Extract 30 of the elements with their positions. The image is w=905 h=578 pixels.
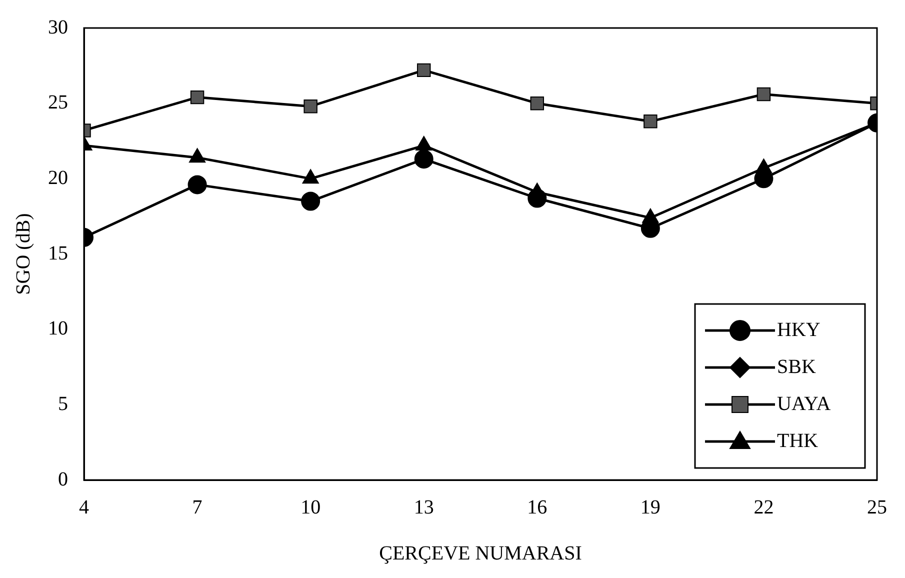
y-axis-title: SGO (dB): [12, 213, 34, 295]
y-tick-label: 15: [48, 242, 68, 264]
x-axis-title: ÇERÇEVE NUMARASI: [379, 542, 582, 564]
legend-label: HKY: [777, 318, 820, 341]
legend-label: UAYA: [777, 392, 832, 415]
x-tick-label: 4: [79, 496, 89, 518]
point: [301, 192, 320, 211]
point: [530, 96, 544, 110]
y-tick-label: 10: [48, 318, 68, 340]
x-tick-label: 7: [192, 496, 202, 518]
legend-label: SBK: [777, 356, 816, 378]
point: [756, 87, 771, 102]
x-tick-label: 13: [414, 496, 434, 518]
point: [188, 175, 207, 194]
x-tick-label: 25: [867, 496, 887, 518]
x-tick-label: 19: [640, 496, 660, 518]
legend-label: THK: [777, 430, 819, 452]
x-tick-label: 10: [300, 496, 321, 518]
y-tick-label: 0: [58, 468, 68, 490]
y-tick-label: 5: [58, 392, 68, 415]
point: [416, 63, 431, 78]
y-tick-label: 20: [48, 166, 68, 189]
point: [304, 99, 318, 114]
point: [190, 90, 204, 104]
y-tick-label: 30: [48, 16, 68, 38]
point: [644, 114, 658, 128]
x-tick-label: 16: [527, 496, 548, 518]
x-tick-label: 22: [754, 496, 774, 518]
y-tick-label: 25: [48, 92, 68, 114]
point: [414, 150, 434, 169]
